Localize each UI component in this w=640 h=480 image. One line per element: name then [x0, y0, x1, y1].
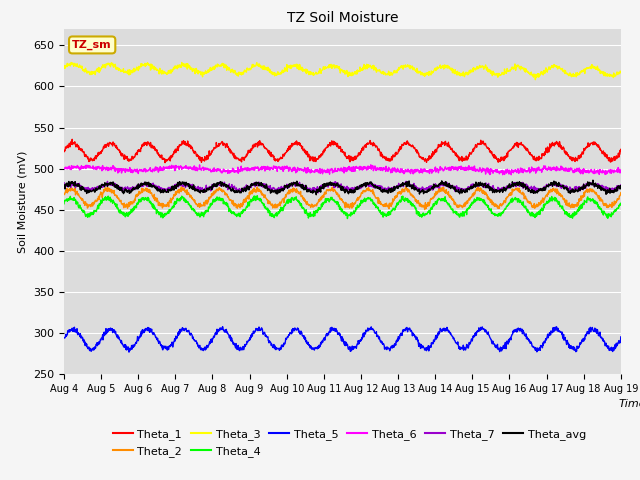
X-axis label: Time: Time	[618, 398, 640, 408]
Legend: Theta_1, Theta_2, Theta_3, Theta_4, Theta_5, Theta_6, Theta_7, Theta_avg: Theta_1, Theta_2, Theta_3, Theta_4, Thet…	[109, 425, 590, 461]
Title: TZ Soil Moisture: TZ Soil Moisture	[287, 11, 398, 25]
Y-axis label: Soil Moisture (mV): Soil Moisture (mV)	[17, 150, 28, 253]
Text: TZ_sm: TZ_sm	[72, 40, 112, 50]
